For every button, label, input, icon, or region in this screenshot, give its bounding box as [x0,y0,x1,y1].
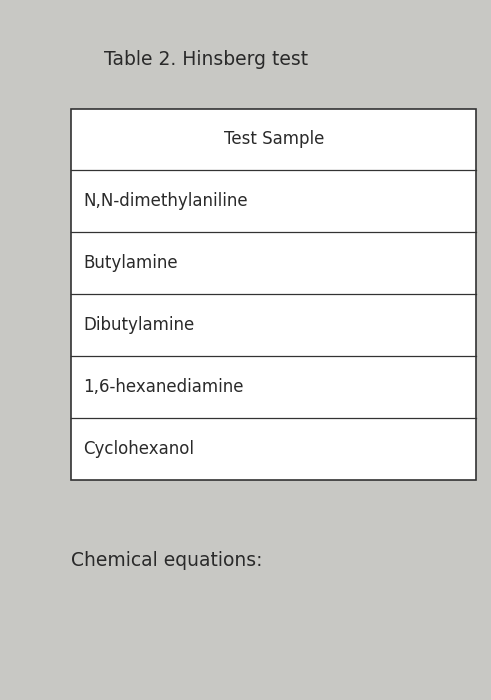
Bar [71,108,476,480]
Text: 1,6-hexanediamine: 1,6-hexanediamine [83,378,244,395]
Text: N,N-dimethylaniline: N,N-dimethylaniline [83,193,248,210]
Text: Test Sample: Test Sample [223,130,324,148]
Text: Butylamine: Butylamine [83,254,178,272]
Text: Dibutylamine: Dibutylamine [83,316,195,334]
Text: Table 2. Hinsberg test: Table 2. Hinsberg test [104,50,308,69]
Text: Cyclohexanol: Cyclohexanol [83,440,194,458]
Text: Chemical equations:: Chemical equations: [71,550,263,570]
